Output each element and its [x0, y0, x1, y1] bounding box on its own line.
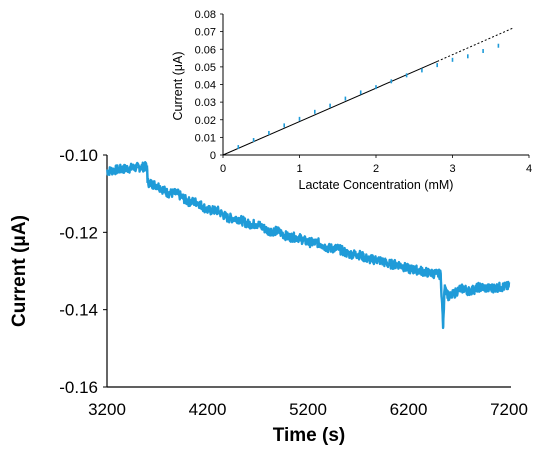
inset-y-tick-label: 0.01	[195, 132, 216, 144]
inset-x-tick-label: 0	[220, 163, 226, 175]
inset-y-axis-label: Current (μA)	[171, 51, 185, 120]
inset-x-ticks: 0 1 2 3 4	[220, 155, 532, 175]
main-x-tick-label: 5200	[289, 400, 327, 419]
inset-y-tick-label: 0.06	[195, 44, 216, 56]
main-x-ticks: 3200 4200 5200 6200 7200	[88, 400, 528, 419]
main-y-tick-label: -0.10	[59, 146, 98, 165]
main-current-line	[106, 165, 510, 328]
inset-x-tick-label: 2	[373, 163, 379, 175]
inset-x-tick-label: 3	[449, 163, 455, 175]
inset-fit-extension	[436, 27, 514, 62]
main-x-tick-label: 7200	[490, 400, 528, 419]
inset-points	[237, 43, 500, 150]
main-x-axis-label: Time (s)	[273, 425, 346, 446]
inset-x-tick-label: 1	[296, 163, 302, 175]
main-y-axis-label: Current (μA)	[9, 215, 30, 327]
inset-x-tick-label: 4	[526, 163, 532, 175]
inset-y-tick-label: 0	[210, 150, 216, 162]
inset-y-tick-label: 0.05	[195, 62, 216, 74]
main-series	[105, 161, 511, 330]
inset-y-tick-label: 0.03	[195, 97, 216, 109]
inset-y-tick-label: 0.04	[195, 80, 216, 92]
main-y-tick-label: -0.16	[59, 378, 98, 397]
main-y-ticks: -0.10 -0.12 -0.14 -0.16	[59, 146, 107, 397]
main-y-tick-label: -0.14	[59, 301, 98, 320]
inset-y-tick-label: 0.07	[195, 27, 216, 39]
inset-fit	[222, 27, 514, 156]
inset-y-tick-label: 0.02	[195, 115, 216, 127]
main-y-tick-label: -0.12	[59, 223, 98, 242]
main-x-tick-label: 3200	[88, 400, 126, 419]
main-chart: 3200 4200 5200 6200 7200 -0.10-0.12-0.14-0.1…	[9, 146, 528, 446]
inset-y-tick-label: 0.08	[195, 9, 216, 21]
inset-y-ticks: 0 0.01 0.02 0.03 0.04 0.05 0.06 0.07 0.08	[195, 9, 223, 162]
main-x-tick-label: 4200	[189, 400, 227, 419]
main-x-tick-label: 6200	[390, 400, 428, 419]
inset-fit-line	[222, 60, 438, 156]
inset-x-axis-label: Lactate Concentration (mM)	[299, 178, 454, 192]
